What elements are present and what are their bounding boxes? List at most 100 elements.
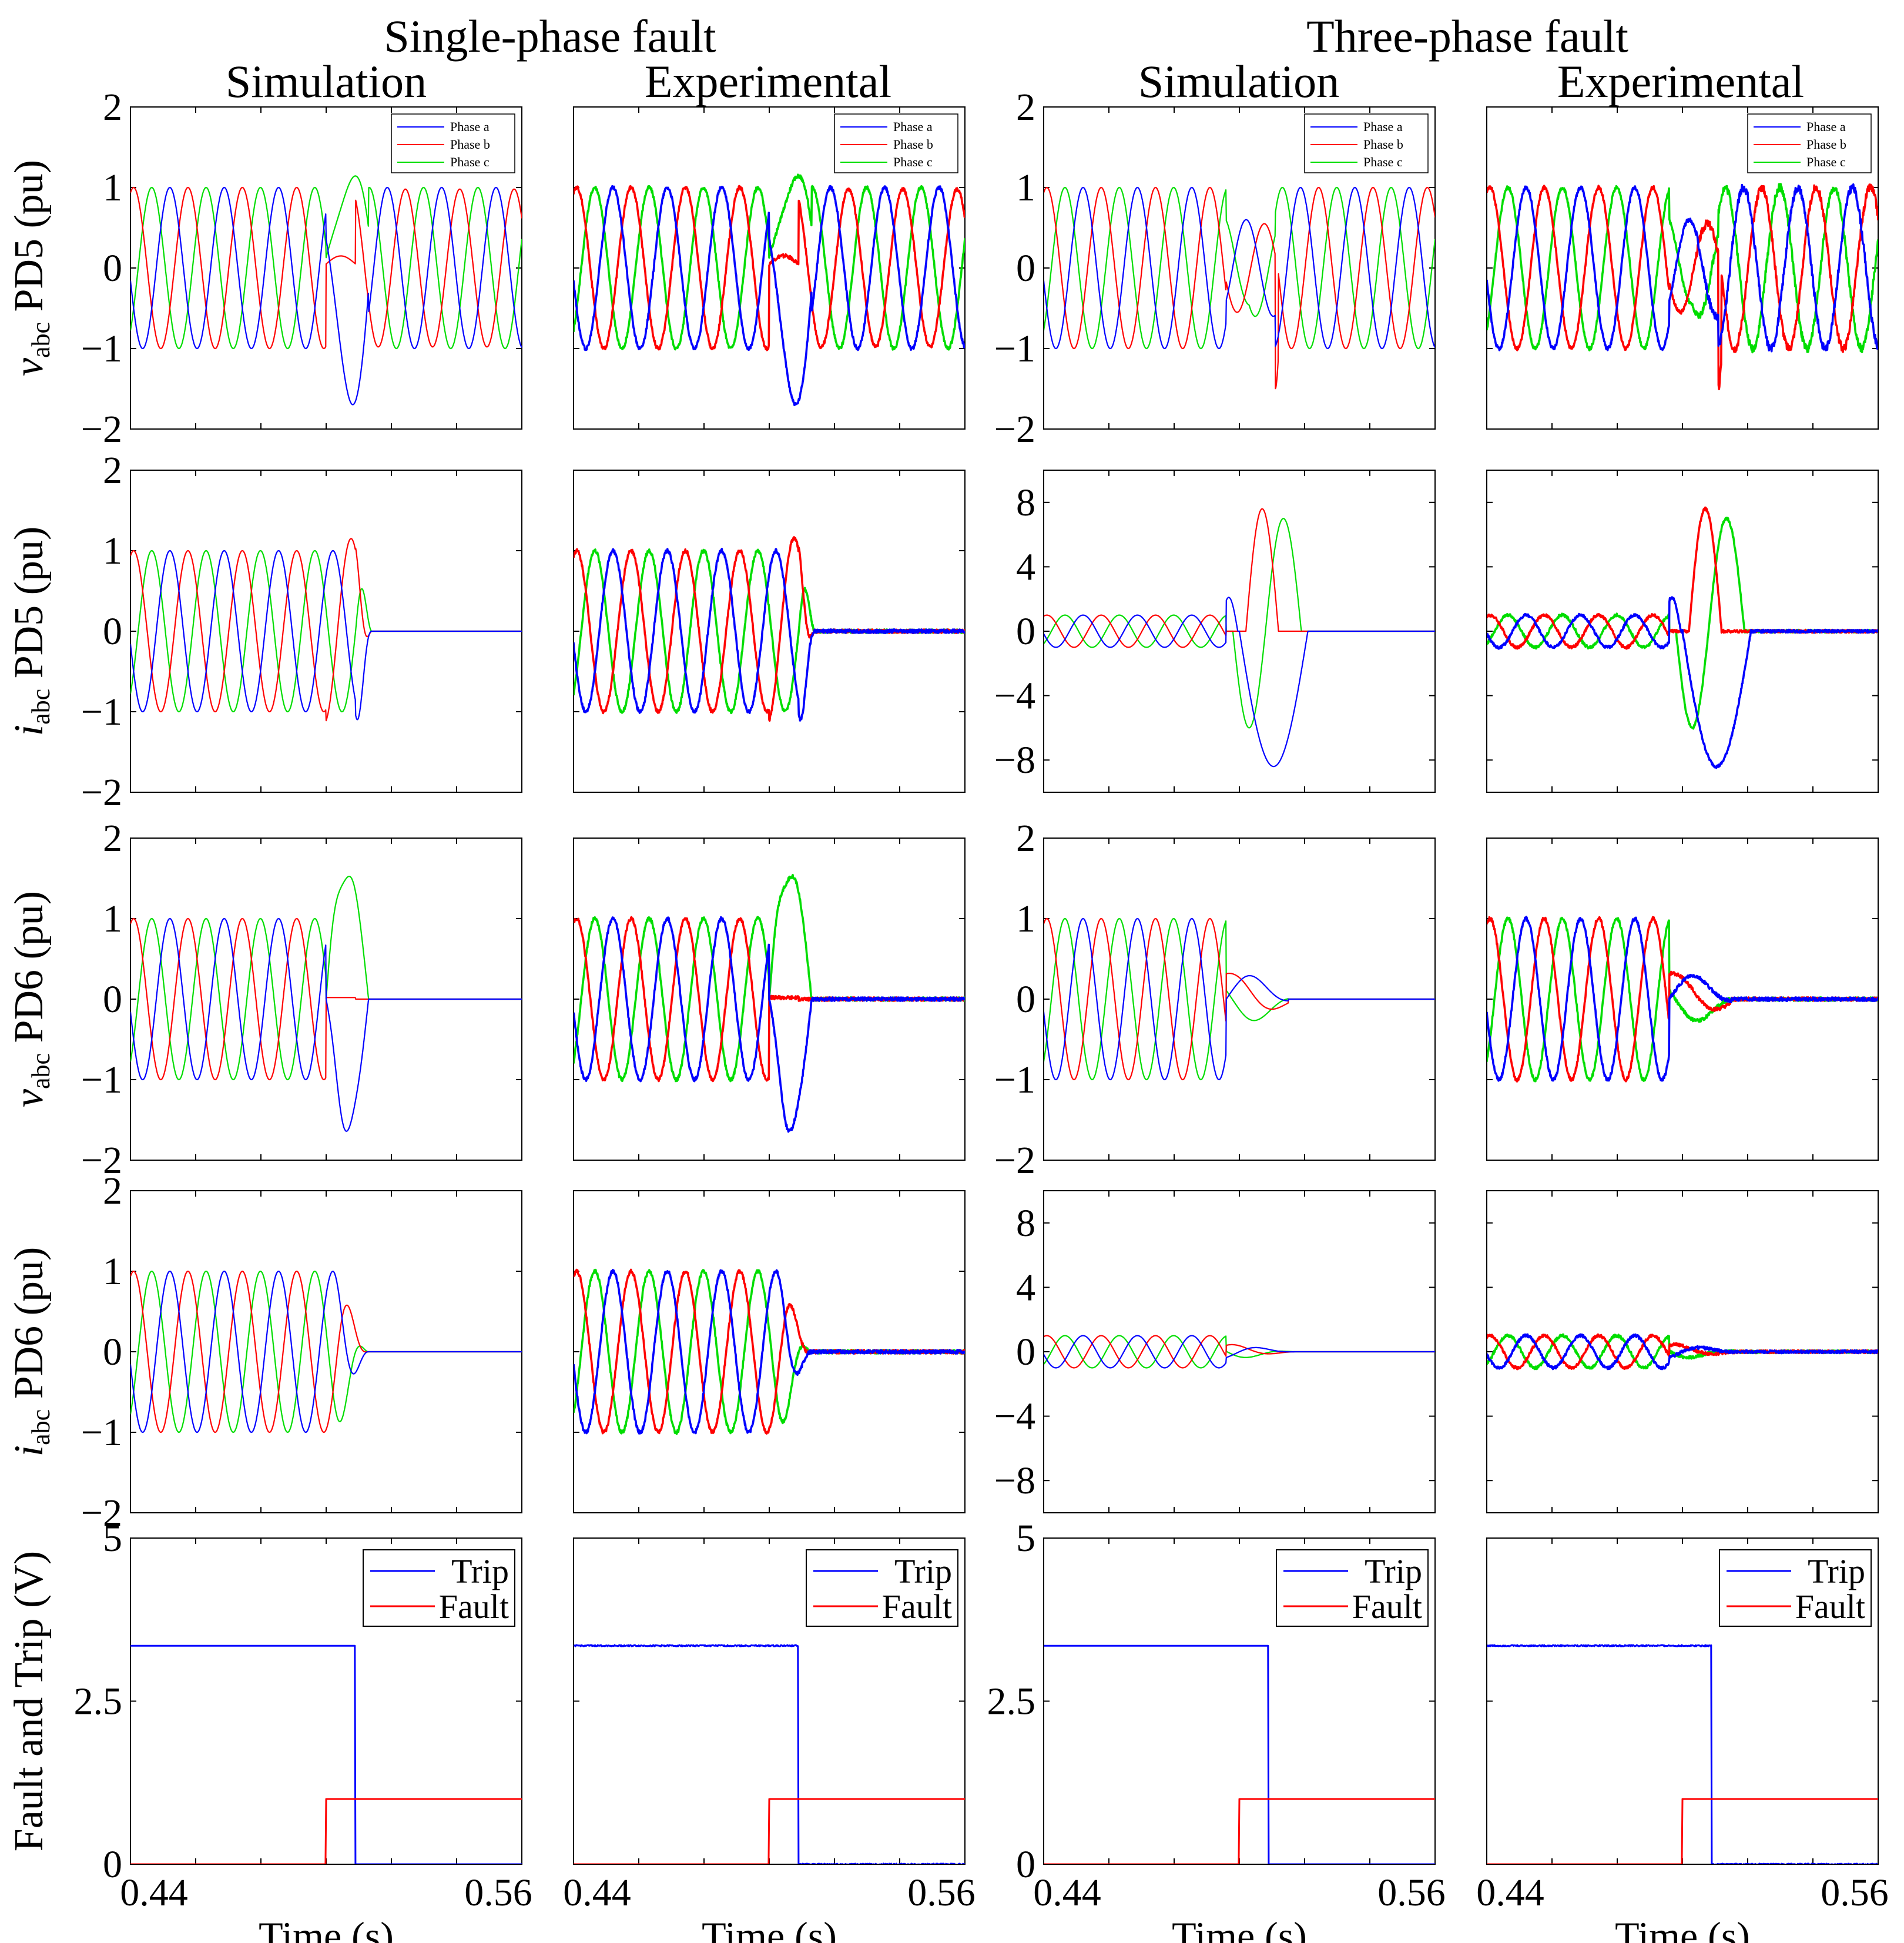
- x-tick-label: 0.44: [1476, 1871, 1544, 1914]
- group-header-single-phase: Single-phase fault: [384, 11, 716, 62]
- phase-a-waveform: [1487, 596, 1878, 769]
- legend-label: Trip: [1808, 1552, 1865, 1590]
- headers: Single-phase fault Three-phase fault Sim…: [226, 11, 1804, 107]
- x-axis-label: Time (s): [259, 1914, 394, 1943]
- y-tick-label: 1: [103, 1250, 122, 1293]
- phase-c-waveform: [1044, 186, 1435, 350]
- y-tick-label: 1: [103, 166, 122, 209]
- legend-label: Fault: [1795, 1587, 1865, 1626]
- y-tick-label: −1: [994, 327, 1035, 370]
- y-tick-label: 2.5: [74, 1680, 123, 1723]
- phase-b-waveform: [130, 186, 522, 350]
- y-tick-label: 1: [103, 897, 122, 940]
- legend-label: Phase c: [1363, 155, 1403, 169]
- column-header-experimental-2: Experimental: [1557, 56, 1804, 107]
- legend-label: Phase a: [893, 119, 933, 134]
- tick-marks: [1043, 838, 1436, 1161]
- legend: Phase a Phase b Phase c: [1747, 113, 1872, 173]
- y-tick-label: −1: [81, 1058, 122, 1101]
- plot-area: [574, 1268, 965, 1435]
- legend-label: Fault: [439, 1587, 509, 1626]
- plot-area: [1487, 1644, 1878, 1864]
- y-tick-label: 1: [1016, 166, 1035, 209]
- x-tick-label: 0.44: [563, 1871, 631, 1914]
- y-tick-label: 2: [103, 1170, 122, 1212]
- x-axis-label: Time (s): [1615, 1914, 1750, 1943]
- y-tick-label: −1: [81, 327, 122, 370]
- phase-a-waveform: [130, 1270, 522, 1433]
- trip-signal: [130, 1644, 522, 1864]
- legend-box: [1304, 113, 1429, 173]
- tick-marks: [1043, 1191, 1436, 1513]
- panel-3-0: −2 −1 0 1 2: [81, 1170, 522, 1535]
- plot-area: [130, 538, 522, 722]
- phase-b-waveform: [574, 185, 965, 351]
- phase-a-waveform: [1487, 1333, 1878, 1371]
- legend-label: Phase a: [1806, 119, 1846, 134]
- phase-a-waveform: [574, 1269, 965, 1435]
- y-tick-label: −2: [81, 771, 122, 814]
- y-tick-label: 0: [1016, 1843, 1035, 1886]
- phase-a-waveform: [130, 917, 522, 1132]
- panel-0-2: −2 −1 0 1 2 Phase a Phase b Phase c: [994, 86, 1436, 451]
- plot-area: [130, 1644, 522, 1864]
- panel-0-1: Phase a Phase b Phase c: [573, 106, 966, 430]
- plot-area: [130, 1270, 522, 1433]
- legend-box: [1276, 1549, 1429, 1627]
- y-tick-label: 0: [103, 610, 122, 653]
- plot-area: [1487, 183, 1878, 390]
- panel-1-2: −8 −4 0 4 8: [994, 470, 1436, 793]
- y-tick-label: 0: [1016, 1331, 1035, 1374]
- fault-signal: [1044, 1798, 1435, 1864]
- panel-2-0: −2 −1 0 1 2: [81, 817, 522, 1182]
- x-tick-label: 0.56: [1821, 1871, 1889, 1914]
- phase-a-waveform: [574, 548, 965, 722]
- panel-0-3: Phase a Phase b Phase c: [1486, 106, 1879, 430]
- y-axis-label: vabc PD5 (pu): [6, 160, 55, 376]
- tick-marks: [573, 1190, 966, 1513]
- y-tick-label: −8: [994, 739, 1035, 782]
- x-axis-label: Time (s): [702, 1914, 837, 1943]
- legend-label: Phase c: [1806, 155, 1846, 169]
- phase-b-waveform: [1487, 183, 1878, 390]
- column-header-simulation-1: Simulation: [226, 56, 427, 107]
- phase-b-waveform: [1044, 186, 1435, 390]
- tick-marks: [1486, 1191, 1879, 1513]
- x-axis-label: Time (s): [1172, 1914, 1307, 1943]
- legend: Phase a Phase b Phase c: [834, 113, 958, 173]
- x-tick-label: 0.44: [1033, 1871, 1101, 1914]
- plot-area: [574, 173, 965, 407]
- y-tick-label: 2: [1016, 817, 1035, 860]
- trip-signal: [1044, 1644, 1435, 1864]
- phase-c-waveform: [574, 173, 965, 351]
- y-tick-label: 1: [103, 530, 122, 572]
- legend-label: Phase b: [893, 137, 933, 152]
- legend-box: [806, 1549, 958, 1627]
- column-header-experimental-1: Experimental: [645, 56, 891, 107]
- panel-1-0: −2 −1 0 1 2: [81, 449, 522, 814]
- y-tick-label: −8: [994, 1459, 1035, 1502]
- phase-a-waveform: [130, 186, 522, 406]
- legend-label: Phase c: [893, 155, 933, 169]
- legend-label: Phase a: [450, 119, 490, 134]
- legend-label: Trip: [451, 1552, 509, 1590]
- panel-3-2: −8 −4 0 4 8: [994, 1190, 1436, 1513]
- legend-box: [1747, 113, 1872, 173]
- plot-area: [130, 175, 522, 406]
- y-tick-label: −4: [994, 1395, 1035, 1438]
- y-tick-label: 2.5: [987, 1680, 1036, 1723]
- phase-a-waveform: [1044, 1335, 1435, 1369]
- plot-area: [574, 1644, 965, 1864]
- legend-label: Trip: [1365, 1552, 1422, 1590]
- column-header-simulation-2: Simulation: [1138, 56, 1339, 107]
- legend-label: Fault: [1352, 1587, 1422, 1626]
- legend-label: Phase a: [1363, 119, 1403, 134]
- legend-box: [834, 113, 958, 173]
- fault-signal: [574, 1798, 965, 1864]
- tick-marks: [1043, 470, 1436, 792]
